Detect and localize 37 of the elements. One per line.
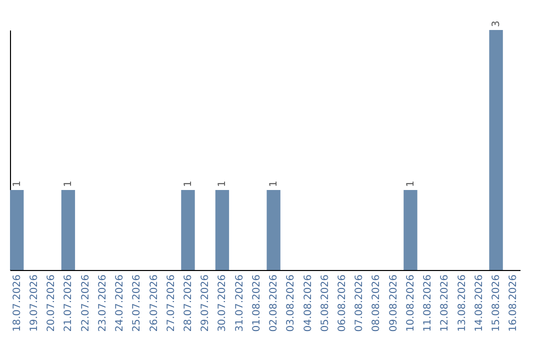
- x-tick-label: 20.07.2026: [46, 274, 58, 332]
- x-tick-label: 11.08.2026: [422, 274, 434, 332]
- data-label: 1: [182, 180, 194, 187]
- x-tick-label: 15.08.2026: [491, 274, 502, 332]
- x-tick-label: 26.07.2026: [148, 274, 160, 332]
- x-tick-label: 14.08.2026: [474, 274, 485, 332]
- x-tick-label: 28.07.2026: [182, 274, 194, 332]
- x-tick-label: 23.07.2026: [97, 274, 108, 332]
- data-label: 1: [405, 180, 416, 187]
- x-tick-label: 01.08.2026: [251, 274, 262, 332]
- x-tick-label: 27.07.2026: [166, 274, 177, 332]
- data-label: 1: [268, 180, 280, 187]
- x-tick-label: 13.08.2026: [456, 274, 468, 332]
- data-label: 3: [491, 20, 502, 27]
- data-label: 1: [63, 180, 74, 187]
- x-tick-label: 12.08.2026: [440, 274, 451, 332]
- x-tick-label: 08.08.2026: [371, 274, 382, 332]
- x-tick-label: 19.07.2026: [28, 274, 40, 332]
- x-tick-label: 04.08.2026: [302, 274, 314, 332]
- x-tick-label: 24.07.2026: [114, 274, 126, 332]
- data-label: 1: [12, 180, 23, 187]
- x-tick-label: 31.07.2026: [234, 274, 246, 332]
- x-tick-label: 22.07.2026: [80, 274, 92, 332]
- x-tick-label: 10.08.2026: [405, 274, 416, 332]
- x-tick-label: 16.08.2026: [508, 274, 520, 332]
- x-tick-label: 18.07.2026: [12, 274, 23, 332]
- x-tick-label: 03.08.2026: [286, 274, 297, 332]
- data-label: 1: [217, 180, 228, 187]
- x-tick-label: 30.07.2026: [217, 274, 228, 332]
- x-tick-label: 29.07.2026: [200, 274, 212, 332]
- x-tick-label: 21.07.2026: [63, 274, 74, 332]
- x-tick-label: 07.08.2026: [354, 274, 366, 332]
- x-tick-label: 02.08.2026: [268, 274, 280, 332]
- x-tick-label: 09.08.2026: [388, 274, 400, 332]
- x-tick-label: 06.08.2026: [337, 274, 348, 332]
- x-tick-label: 25.07.2026: [132, 274, 143, 332]
- x-tick-label: 05.08.2026: [320, 274, 331, 332]
